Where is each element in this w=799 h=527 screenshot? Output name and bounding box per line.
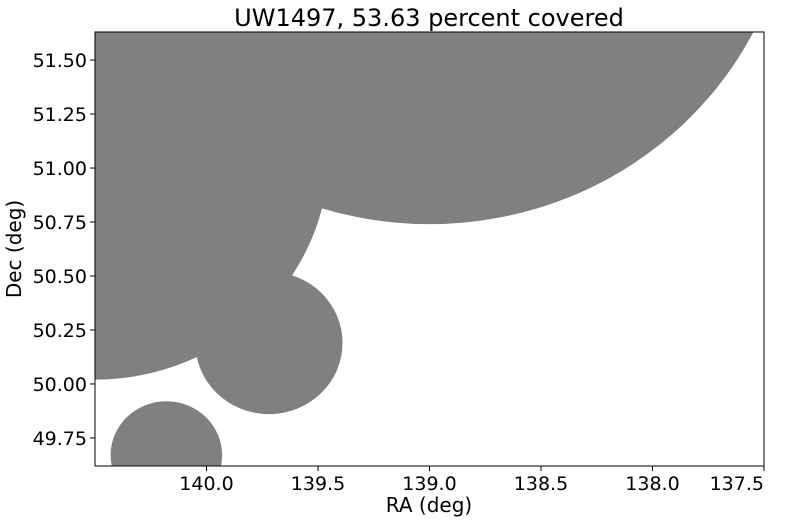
x-tick-label: 139.5: [291, 473, 345, 495]
x-tick-label: 139.0: [402, 473, 456, 495]
y-tick-label: 51.25: [33, 104, 87, 126]
y-tick-label: 50.25: [33, 320, 87, 342]
x-tick-label: 140.0: [179, 473, 233, 495]
x-tick-label: 138.0: [625, 473, 679, 495]
y-axis-label: Dec (deg): [2, 200, 26, 298]
x-axis-label: RA (deg): [386, 493, 472, 517]
x-tick-label: 138.5: [514, 473, 568, 495]
x-axis: 140.0 139.5 139.0 138.5 138.0 137.5: [179, 466, 765, 495]
y-tick-label: 50.75: [33, 212, 87, 234]
y-axis: 49.75 50.00 50.25 50.50 50.75 51.00 51.25 51.50: [33, 50, 95, 450]
x-tick-label: 137.5: [710, 473, 764, 495]
y-tick-label: 49.75: [33, 428, 87, 450]
y-tick-label: 51.00: [33, 158, 87, 180]
coverage-region-4: [110, 401, 223, 466]
coverage-region-3: [195, 271, 343, 415]
coverage-regions: [95, 32, 754, 466]
y-tick-label: 50.50: [33, 266, 87, 288]
chart-title: UW1497, 53.63 percent covered: [234, 4, 624, 32]
y-tick-label: 50.00: [33, 374, 87, 396]
y-tick-label: 51.50: [33, 50, 87, 72]
